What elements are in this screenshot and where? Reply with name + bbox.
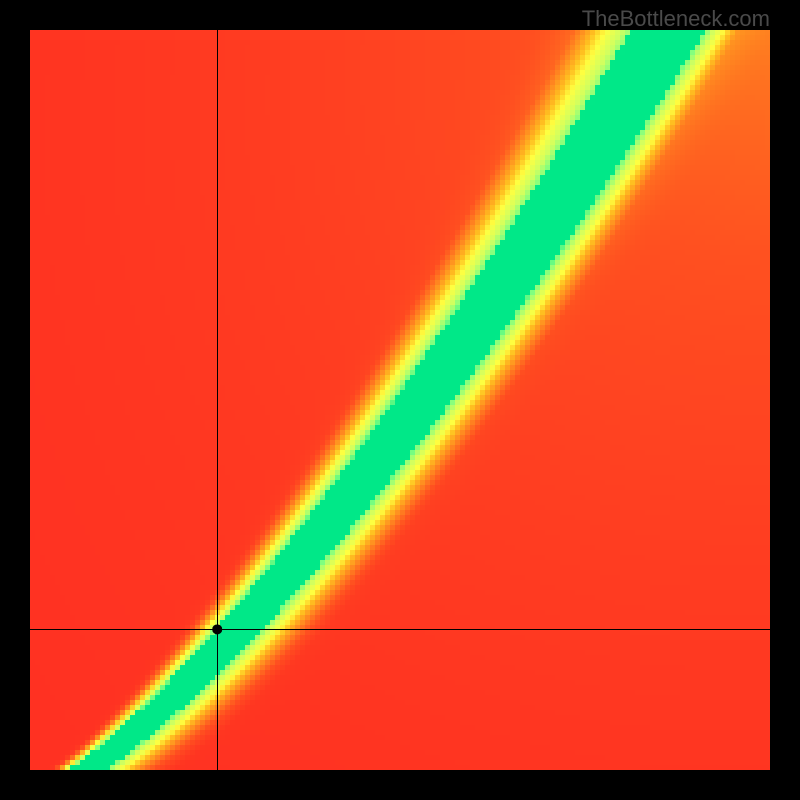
crosshair-overlay (30, 30, 770, 770)
watermark-label: TheBottleneck.com (582, 6, 770, 32)
plot-area (30, 30, 770, 770)
chart-container: TheBottleneck.com (0, 0, 800, 800)
